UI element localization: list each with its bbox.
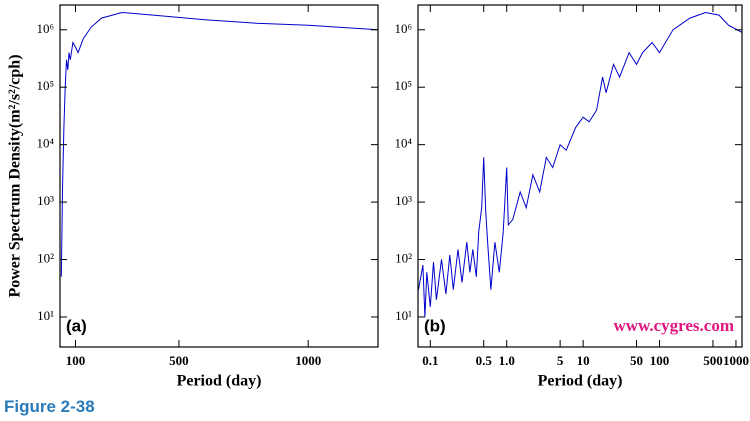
y-tick-label: 10² <box>37 251 54 266</box>
x-tick-label: 50 <box>630 353 643 368</box>
y-tick-label: 10¹ <box>37 308 54 323</box>
figure-caption: Figure 2-38 <box>4 397 95 416</box>
y-axis-label: Power Spectrum Density(m²/s²/cph) <box>7 54 24 297</box>
x-tick-label: 100 <box>66 353 86 368</box>
spectrum-line <box>60 11 378 277</box>
x-tick-label: 1000 <box>723 353 749 368</box>
y-tick-label: 10³ <box>37 193 54 208</box>
y-tick-label: 10² <box>395 251 412 266</box>
y-tick-label: 10⁶ <box>394 21 412 36</box>
x-axis-label: Period (day) <box>177 373 262 390</box>
watermark: www.cygres.com <box>613 316 734 335</box>
x-axis-label: Period (day) <box>538 373 623 390</box>
x-tick-label: 10 <box>577 353 590 368</box>
panel-label: (b) <box>424 316 446 335</box>
spectrum-line <box>418 11 742 318</box>
x-tick-label: 500 <box>169 353 189 368</box>
y-tick-label: 10⁵ <box>36 78 54 93</box>
y-tick-label: 10⁴ <box>394 136 412 151</box>
x-tick-label: 1.0 <box>499 353 515 368</box>
y-tick-label: 10⁴ <box>36 136 54 151</box>
plot-frame <box>59 4 379 348</box>
plot-frame <box>417 4 743 348</box>
panel-label: (a) <box>66 316 87 335</box>
x-tick-label: 0.5 <box>476 353 493 368</box>
y-tick-label: 10⁵ <box>394 78 412 93</box>
y-tick-label: 10⁶ <box>36 21 54 36</box>
y-tick-label: 10³ <box>395 193 412 208</box>
x-tick-label: 5 <box>557 353 564 368</box>
x-tick-label: 0.1 <box>422 353 438 368</box>
x-tick-label: 1000 <box>295 353 321 368</box>
x-tick-label: 500 <box>703 353 723 368</box>
y-tick-label: 10¹ <box>395 308 412 323</box>
x-tick-label: 100 <box>650 353 670 368</box>
